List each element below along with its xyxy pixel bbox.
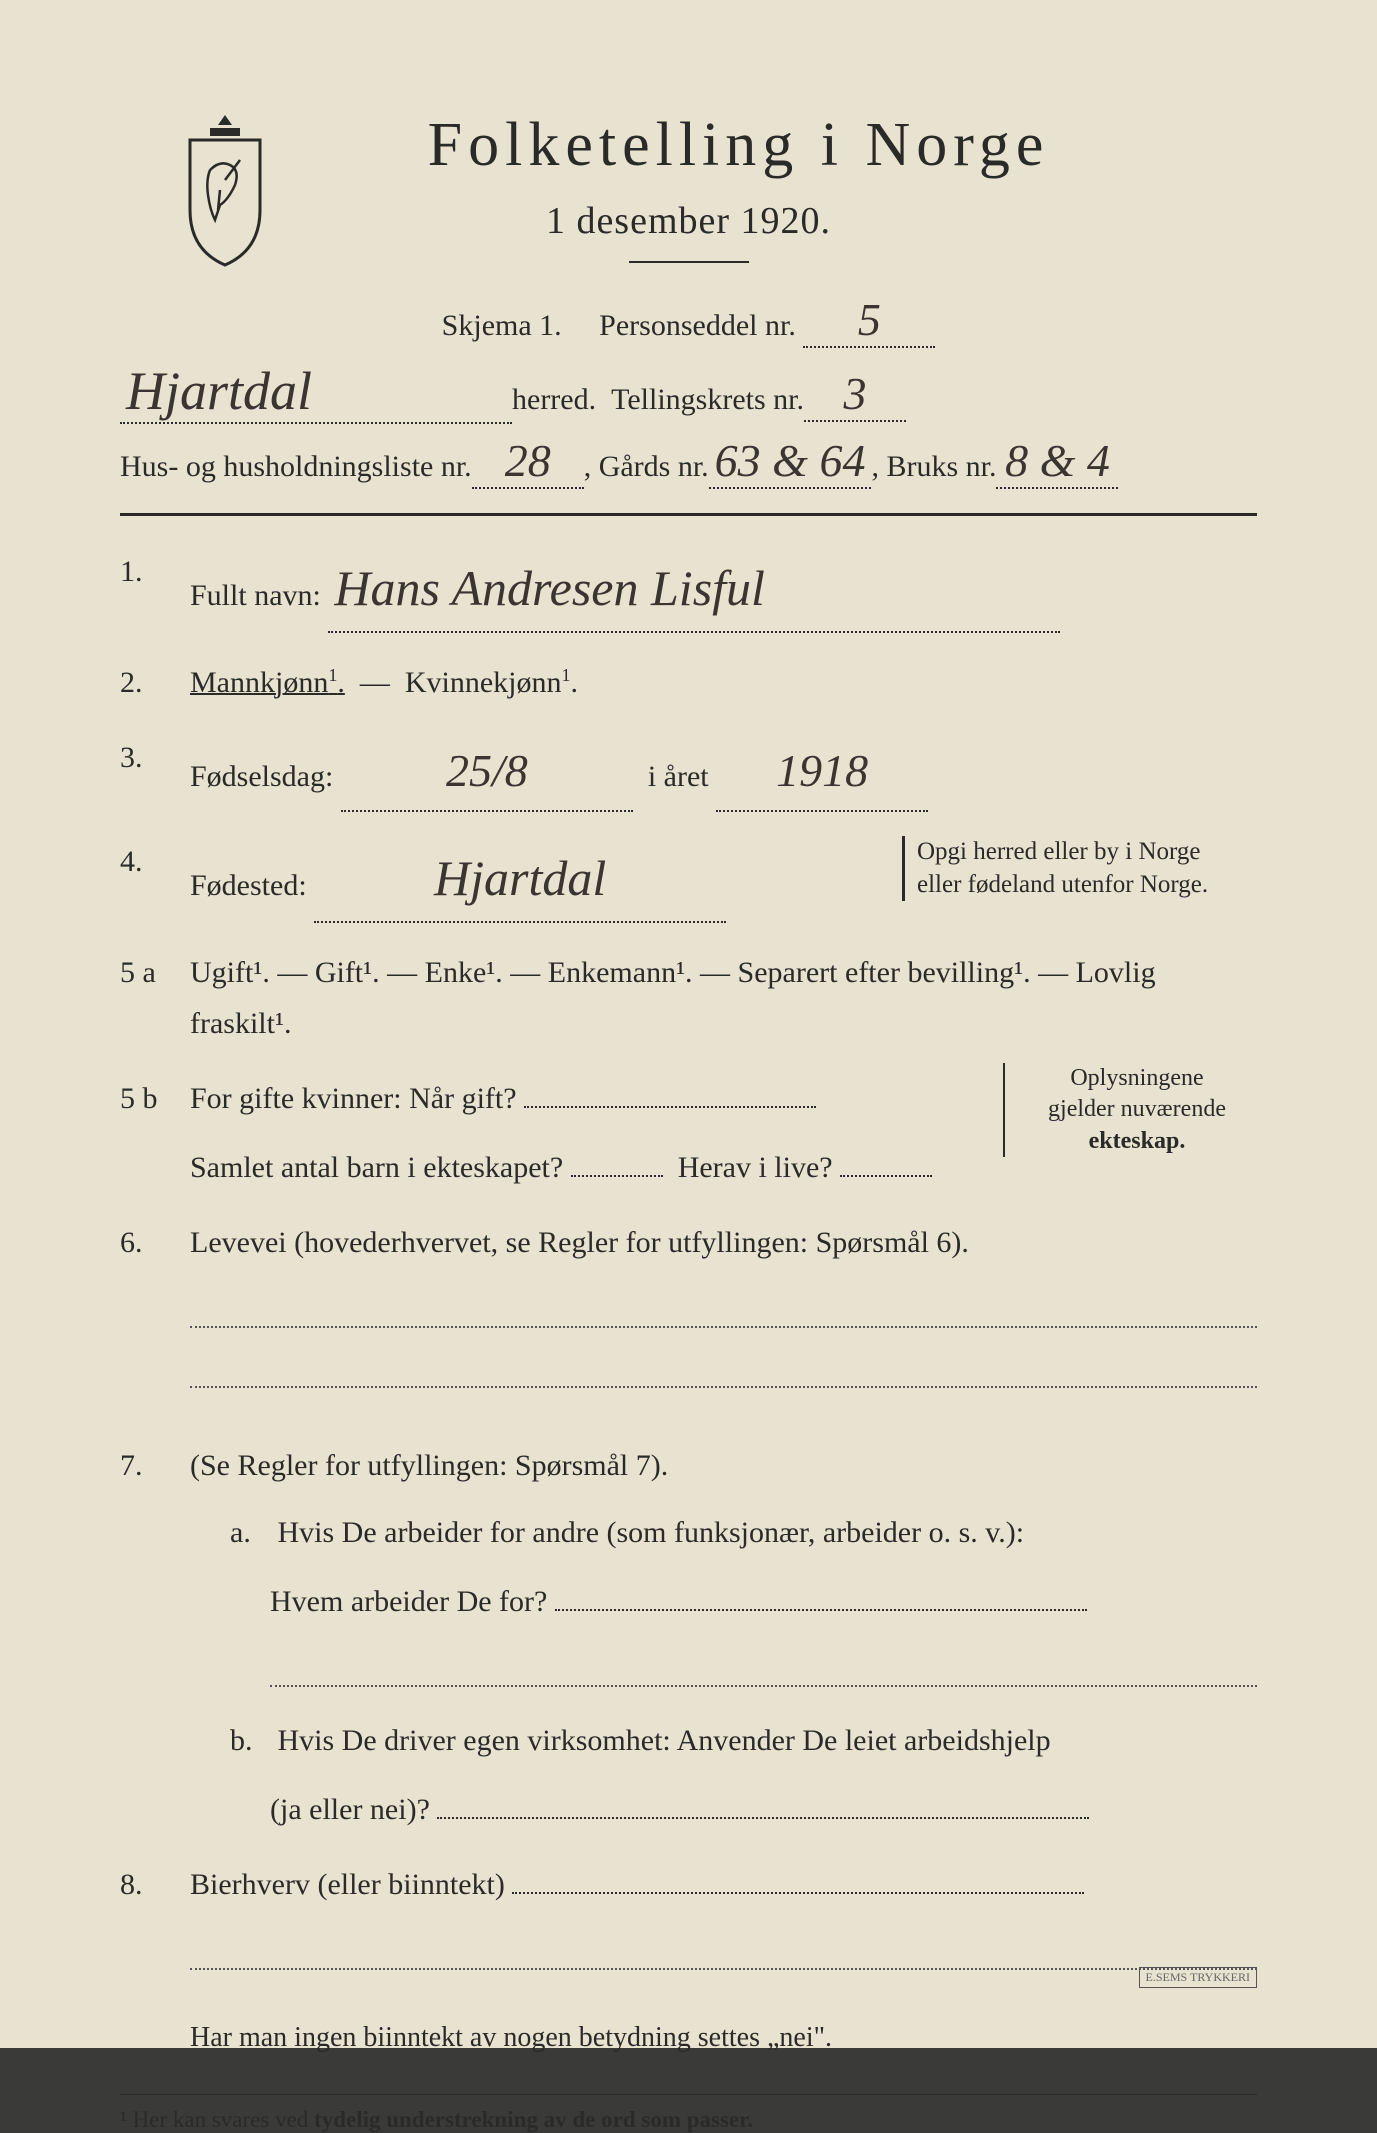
footnote-num: ¹ (120, 2107, 127, 2132)
crest-svg (170, 110, 280, 270)
q1: 1. Fullt navn: Hans Andresen Lisful (120, 546, 1257, 633)
q5b-note2: gjelder nuværende (1017, 1094, 1257, 1125)
gards-nr: 63 & 64 (709, 434, 872, 489)
q4-note2: eller fødeland utenfor Norge. (917, 869, 1257, 902)
q7b-text2: (ja eller nei)? (270, 1793, 430, 1826)
q1-num: 1. (120, 546, 190, 633)
q8: 8. Bierhverv (eller biinntekt) (120, 1859, 1257, 1998)
q7a: a. Hvis De arbeider for andre (som funks… (230, 1507, 1257, 1687)
footer-note: Har man ingen biinntekt av nogen betydni… (190, 2022, 1257, 2054)
bruks-nr: 8 & 4 (996, 434, 1118, 489)
q4-value: Hjartdal (314, 836, 726, 923)
q3-num: 3. (120, 732, 190, 812)
personseddel-nr: 5 (803, 293, 935, 348)
q2-kvinne: Kvinnekjønn1. (405, 666, 578, 699)
form-title: Folketelling i Norge (220, 110, 1257, 181)
q7b: b. Hvis De driver egen virksomhet: Anven… (230, 1715, 1257, 1835)
q6: 6. Levevei (hovederhvervet, se Regler fo… (120, 1217, 1257, 1416)
q4-label: Fødested: (190, 869, 307, 902)
q7-intro: (Se Regler for utfyllingen: Spørsmål 7). (190, 1449, 668, 1482)
herred-value: Hjartdal (120, 360, 512, 424)
q7b-text1: Hvis De driver egen virksomhet: Anvender… (278, 1724, 1051, 1757)
q5a-num: 5 a (120, 947, 190, 1049)
q7a-field (555, 1609, 1087, 1611)
q4: 4. Fødested: Hjartdal Opgi herred eller … (120, 836, 1257, 923)
q3-year: 1918 (716, 732, 928, 812)
q1-value: Hans Andresen Lisful (328, 546, 1060, 633)
header-divider (629, 261, 749, 263)
q6-num: 6. (120, 1217, 190, 1416)
printer-mark: E.SEMS TRYKKERI (1139, 1967, 1257, 1988)
norwegian-coat-of-arms-icon (170, 110, 280, 270)
q2: 2. Mannkjønn1. — Kvinnekjønn1. (120, 657, 1257, 708)
q5b: 5 b Oplysningene gjelder nuværende ektes… (120, 1073, 1257, 1193)
q5b-gift-field (524, 1106, 816, 1108)
personseddel-label: Personseddel nr. (599, 309, 796, 342)
q3-day: 25/8 (341, 732, 633, 812)
tellingskrets-label: Tellingskrets nr. (611, 383, 804, 417)
q1-label: Fullt navn: (190, 579, 321, 612)
census-form-page: Folketelling i Norge 1 desember 1920. Sk… (0, 0, 1377, 2048)
questions-list: 1. Fullt navn: Hans Andresen Lisful 2. M… (120, 546, 1257, 1998)
herred-row: Hjartdal herred. Tellingskrets nr. 3 (120, 360, 1257, 424)
husliste-nr: 28 (472, 434, 584, 489)
q8-field (512, 1892, 1084, 1894)
herred-label: herred. (512, 383, 596, 417)
q8-label: Bierhverv (eller biinntekt) (190, 1868, 505, 1901)
q5b-line2a: Samlet antal barn i ekteskapet? (190, 1151, 563, 1184)
q5b-barn-field (571, 1175, 663, 1177)
q7-num: 7. (120, 1440, 190, 1835)
husliste-label: Hus- og husholdningsliste nr. (120, 450, 472, 484)
q5b-num: 5 b (120, 1073, 190, 1193)
q6-field1 (190, 1296, 1257, 1328)
q6-field2 (190, 1356, 1257, 1388)
q7a-text1: Hvis De arbeider for andre (som funksjon… (278, 1516, 1025, 1549)
skjema-label: Skjema 1. (442, 309, 562, 342)
q3-label: Fødselsdag: (190, 760, 333, 793)
q5b-note1: Oplysningene (1017, 1063, 1257, 1094)
q5b-line2b: Herav i live? (678, 1151, 833, 1184)
q5b-note: Oplysningene gjelder nuværende ekteskap. (1003, 1063, 1257, 1157)
main-divider (120, 513, 1257, 516)
husliste-row: Hus- og husholdningsliste nr. 28 , Gårds… (120, 434, 1257, 489)
form-date: 1 desember 1920. (120, 199, 1257, 243)
q5b-live-field (840, 1175, 932, 1177)
q8-num: 8. (120, 1859, 190, 1998)
q3: 3. Fødselsdag: 25/8 i året 1918 (120, 732, 1257, 812)
q5b-line1a: For gifte kvinner: Når gift? (190, 1082, 517, 1115)
q8-field2 (190, 1938, 1257, 1970)
gards-label: Gårds nr. (599, 450, 709, 484)
q7: 7. (Se Regler for utfyllingen: Spørsmål … (120, 1440, 1257, 1835)
q7b-letter: b. (230, 1715, 270, 1766)
form-header: Folketelling i Norge 1 desember 1920. (120, 110, 1257, 263)
bruks-label: Bruks nr. (886, 450, 996, 484)
q5a-text: Ugift¹. — Gift¹. — Enke¹. — Enkemann¹. —… (190, 947, 1257, 1049)
footnote: ¹ Her kan svares ved tydelig understrekn… (120, 2107, 1257, 2133)
q7a-text2: Hvem arbeider De for? (270, 1585, 547, 1618)
q7a-field2 (270, 1655, 1257, 1687)
q5b-note3: ekteskap. (1017, 1126, 1257, 1157)
q4-note1: Opgi herred eller by i Norge (917, 836, 1257, 869)
footnote-divider (120, 2094, 1257, 2095)
q2-num: 2. (120, 657, 190, 708)
q6-text: Levevei (hovederhvervet, se Regler for u… (190, 1226, 969, 1259)
q7a-letter: a. (230, 1507, 270, 1558)
q4-note: Opgi herred eller by i Norge eller fødel… (902, 836, 1257, 901)
q7b-field (437, 1817, 1089, 1819)
q3-year-label: i året (648, 760, 709, 793)
skjema-line: Skjema 1. Personseddel nr. 5 (120, 293, 1257, 348)
q5a: 5 a Ugift¹. — Gift¹. — Enke¹. — Enkemann… (120, 947, 1257, 1049)
q2-mann: Mannkjønn1. (190, 666, 345, 699)
tellingskrets-nr: 3 (804, 367, 906, 422)
q4-num: 4. (120, 836, 190, 923)
q2-sep: — (360, 666, 390, 699)
footnote-text: Her kan svares ved tydelig understreknin… (133, 2107, 753, 2132)
